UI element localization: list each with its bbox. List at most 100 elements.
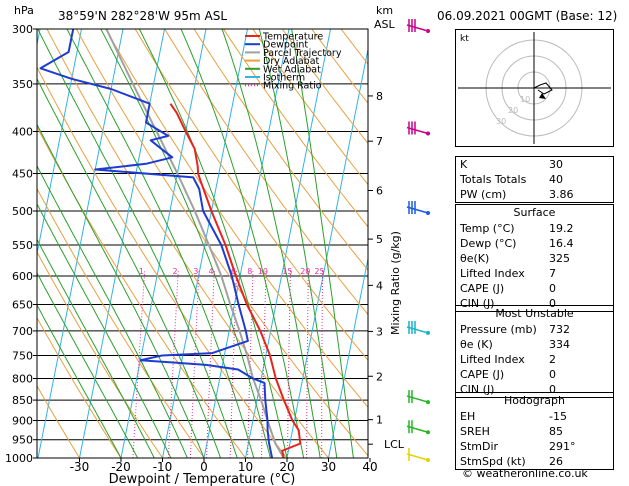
wind-barb-staff [406,24,429,32]
isotherm-line [37,29,124,458]
height-unit-asl: ASL [374,18,396,31]
height-tick-label: 6 [376,184,383,197]
wet-adiabat-line [258,29,338,458]
height-tick-label: 5 [376,233,383,246]
wet-adiabat-line [37,123,205,458]
temperature-line [169,103,302,458]
row-value: 325 [549,252,570,265]
table-row: EH -15 [456,409,613,424]
row-label: Dewp (°C) [460,237,517,250]
mixing-ratio-label: 2 [172,267,177,276]
row-value: 2 [549,353,556,366]
table-row: Lifted Index 7 [456,266,613,281]
most-unstable-table: Most Unstable Pressure (mb) 732 θe (K) 334 Li… [455,305,614,398]
row-value: 19.2 [549,222,574,235]
temperature-tick-label: 40 [362,460,377,474]
mixing-ratio-line [167,269,179,458]
table-row: Temp (°C) 19.2 [456,221,613,236]
row-label: EH [460,410,476,423]
row-value: 26 [549,455,563,468]
table-title: Surface [513,206,556,219]
height-unit-km: km [376,4,393,17]
wind-barb-staff [406,453,429,461]
hodograph-box: kt 10 20 30 [455,29,614,147]
table-row: SREH 85 [456,424,613,439]
wind-barb-staff [406,395,429,403]
row-value: 0 [549,368,556,381]
pressure-unit-label: hPa [14,4,34,17]
table-row: CAPE (J) 0 [456,281,613,296]
hodograph-table: Hodograph EH -15 SREH 85 StmDir 291° StmSpd (kt… [455,392,614,470]
isotherm-line [245,29,331,458]
wet-adiabat-line [37,77,222,458]
dry-adiabat-line [37,126,246,458]
row-label: Totals Totals [460,173,527,186]
mixing-ratio-line [306,269,309,458]
hodograph-ring-label: 30 [496,117,506,126]
wet-adiabat-line [37,271,139,458]
hodograph-trace [533,82,553,95]
wet-adiabat-line [180,29,305,458]
temperature-tick-label: 0 [200,460,208,474]
table-title: Most Unstable [495,307,574,320]
table-row: StmDir 291° [456,439,613,454]
pressure-tick-label: 800 [12,372,33,385]
legend-label: Wet Adiabat [263,64,321,75]
mixing-ratio-label: 10 [258,267,268,276]
mixing-ratio-label: 1 [139,267,144,276]
row-value: 0 [549,383,556,396]
wind-barb-dot [426,458,430,462]
height-tick-label: 8 [376,90,383,103]
row-value: -15 [549,410,567,423]
row-value: 7 [549,267,556,280]
row-value: 334 [549,338,570,351]
table-row: K 30 [456,157,613,172]
dry-adiabat-line [75,29,368,457]
wind-barb-staff [406,126,429,135]
pressure-tick-label: 950 [12,434,33,447]
isotherm-line [286,46,368,458]
pressure-tick-label: 600 [12,270,33,283]
row-label: Lifted Index [460,267,525,280]
dry-adiabat-line [37,316,122,458]
x-axis-title: Dewpoint / Temperature (°C) [109,472,296,486]
wind-barb-dot [426,211,430,216]
dry-adiabat-line [37,66,288,458]
row-label: StmSpd (kt) [460,455,526,468]
pressure-tick-label: 500 [12,205,33,218]
mixing-ratio-label: 20 [300,267,310,276]
mixing-ratio-line [189,269,200,458]
wet-adiabat-line [37,304,122,458]
row-value: 732 [549,323,570,336]
y-axis-title-mixing-ratio: Mixing Ratio (g/kg) [389,231,402,335]
row-label: Lifted Index [460,353,525,366]
wind-barb-dot [426,29,430,33]
table-row: PW (cm) 3.86 [456,187,613,202]
wet-adiabat-line [37,238,155,458]
table-row: StmSpd (kt) 26 [456,454,613,469]
row-value: 30 [549,158,563,171]
row-label: CAPE (J) [460,368,505,381]
legend-label: Isotherm [263,73,305,84]
dry-adiabat-line [134,29,368,361]
wet-adiabat-line [100,29,271,458]
mixing-ratio-line [132,269,146,458]
wind-barb-dot [426,330,430,335]
axis-labels: 3003504004505005506006507007508008509009… [5,23,405,474]
row-value: 40 [549,173,563,186]
plot-frame [36,28,369,459]
isotherm-line [328,256,368,458]
row-value: 3.86 [549,188,574,201]
mixing-ratio-line [287,269,291,458]
dry-adiabat-line [281,29,368,145]
temperature-tick-label: 10 [238,460,253,474]
hodograph-kt-label: kt [460,34,469,44]
mixing-ratio-label: 8 [247,267,252,276]
hodograph-ring-label: 10 [520,95,530,104]
pressure-tick-label: 750 [12,349,33,362]
temperature-tick-label: -30 [70,460,90,474]
dry-adiabat-line [164,29,368,316]
dewpoint-line [39,29,274,458]
